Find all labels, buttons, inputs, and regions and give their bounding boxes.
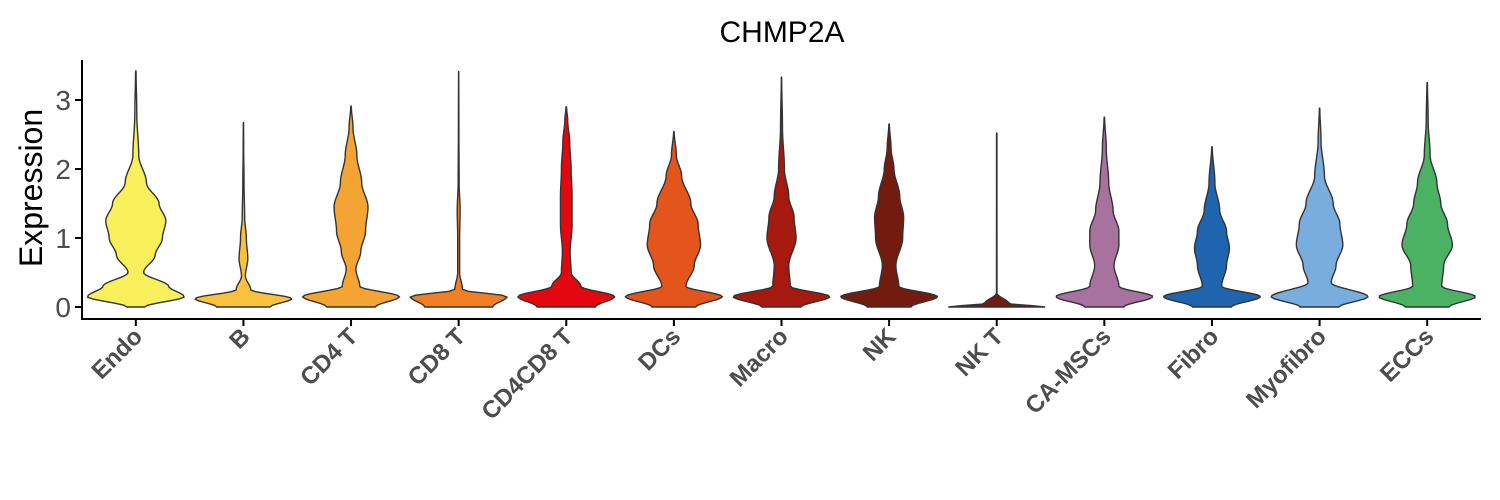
violin-endo [86,70,185,308]
y-tick-label: 3 [55,85,71,116]
violin-cd8-t [409,70,509,308]
x-tick-label: Myofibro [1241,323,1332,414]
violin-nk [839,123,939,308]
violin-b [194,122,293,308]
x-tick-label: NK [858,323,902,367]
x-tick-label: Endo [87,323,149,385]
y-axis-label: Expression [13,109,49,267]
x-tick-label: Fibro [1163,323,1225,385]
y-tick-label: 1 [55,223,71,254]
x-tick-label: DCs [633,323,686,376]
x-tick-label: B [224,323,255,354]
x-tick-label: CD4 T [295,323,363,391]
chart-title: CHMP2A [719,16,844,49]
y-tick-label: 0 [55,292,71,323]
x-tick-label: CD4CD8 T [476,323,578,425]
violin-macro [732,76,831,308]
violin-myofibro [1270,107,1369,308]
violin-ca-mscs [1055,116,1153,308]
violin-group [86,70,1476,308]
x-tick-label: ECCs [1375,323,1439,387]
x-tick-label: CD8 T [403,323,471,391]
violin-nk-t [948,132,1046,308]
x-tick-label: NK T [950,323,1009,382]
violin-cd4cd8-t [516,106,616,308]
y-tick-label: 2 [55,154,71,185]
violin-dcs [624,130,724,308]
violin-eccs [1378,81,1476,308]
violin-fibro [1162,146,1262,308]
x-axis-ticks: Endo B CD4 T CD8 T CD4CD8 T DCs Macro NK NK T CA-… [87,319,1439,425]
x-tick-label: Macro [725,323,794,392]
x-tick-label: CA-MSCs [1020,323,1116,419]
violin-cd4-t [301,105,401,308]
y-axis-ticks: 0 1 2 3 [55,85,82,323]
